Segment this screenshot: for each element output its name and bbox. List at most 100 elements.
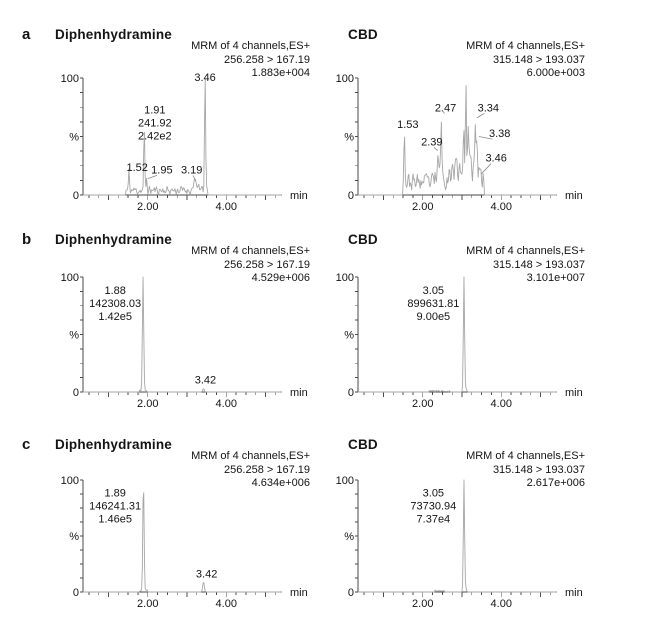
annotation-line: MRM of 4 channels,ES+ [466, 40, 585, 52]
panel-b-cbd: CBD MRM of 4 channels,ES+ 315.148 > 193.… [325, 223, 595, 425]
svg-text:3.46: 3.46 [485, 153, 506, 165]
panel-title: Diphenhydramine [55, 27, 173, 42]
svg-text:100: 100 [61, 475, 79, 487]
svg-text:0: 0 [348, 387, 354, 399]
annotation-line: 315.148 > 193.037 [492, 53, 585, 66]
annotation-line: MRM of 4 channels,ES+ [191, 450, 310, 462]
svg-text:%: % [344, 531, 354, 543]
svg-text:1.88: 1.88 [104, 285, 125, 297]
svg-text:%: % [69, 132, 79, 144]
mrm-annotation: MRM of 4 channels,ES+ 315.148 > 193.037 … [466, 245, 585, 286]
svg-text:2.00: 2.00 [412, 398, 433, 410]
svg-text:2.00: 2.00 [137, 201, 158, 213]
row-letter-b: b [22, 231, 32, 248]
svg-text:3.19: 3.19 [181, 164, 202, 176]
svg-text:100: 100 [336, 272, 354, 284]
svg-text:3.42: 3.42 [196, 568, 217, 580]
svg-text:%: % [69, 330, 79, 342]
svg-text:100: 100 [61, 73, 79, 85]
svg-text:4.00: 4.00 [216, 201, 237, 213]
annotation-line: MRM of 4 channels,ES+ [191, 245, 310, 257]
annotation-line: 3.101e+007 [526, 272, 585, 284]
svg-text:min: min [290, 190, 308, 202]
panel-title: Diphenhydramine [55, 437, 173, 452]
panel-title: CBD [348, 437, 378, 452]
annotation-line: 6.000e+003 [526, 67, 585, 79]
panel-a-cbd: CBD MRM of 4 channels,ES+ 315.148 > 193.… [325, 18, 595, 220]
mrm-annotation: MRM of 4 channels,ES+ 256.258 > 167.19 1… [191, 40, 310, 81]
svg-text:899631.81: 899631.81 [407, 298, 459, 310]
mrm-annotation: MRM of 4 channels,ES+ 256.258 > 167.19 4… [191, 450, 310, 491]
svg-text:3.38: 3.38 [489, 128, 510, 140]
svg-text:4.00: 4.00 [216, 598, 237, 610]
svg-text:min: min [565, 387, 583, 399]
annotation-line: 4.529e+006 [251, 272, 310, 284]
svg-text:100: 100 [61, 272, 79, 284]
annotation-line: 315.148 > 193.037 [492, 463, 585, 476]
svg-text:2.00: 2.00 [412, 201, 433, 213]
svg-text:241.92: 241.92 [138, 118, 172, 130]
svg-text:146241.31: 146241.31 [89, 501, 141, 513]
svg-text:min: min [290, 587, 308, 599]
annotation-line: MRM of 4 channels,ES+ [466, 245, 585, 257]
svg-text:3.46: 3.46 [194, 72, 215, 84]
svg-text:2.39: 2.39 [421, 136, 442, 148]
svg-text:3.42: 3.42 [195, 375, 216, 387]
svg-text:%: % [344, 330, 354, 342]
svg-text:100: 100 [336, 475, 354, 487]
svg-text:2.00: 2.00 [137, 398, 158, 410]
svg-text:4.00: 4.00 [491, 398, 512, 410]
panel-title: CBD [348, 27, 378, 42]
svg-text:0: 0 [73, 387, 79, 399]
annotation-line: MRM of 4 channels,ES+ [466, 450, 585, 462]
svg-text:2.42e2: 2.42e2 [138, 131, 172, 143]
svg-text:min: min [565, 587, 583, 599]
panel-title: Diphenhydramine [55, 232, 173, 247]
svg-text:1.46e5: 1.46e5 [98, 514, 132, 526]
annotation-line: 256.258 > 167.19 [224, 463, 310, 476]
svg-text:2.00: 2.00 [412, 598, 433, 610]
mrm-annotation: MRM of 4 channels,ES+ 256.258 > 167.19 4… [191, 245, 310, 286]
svg-text:1.95: 1.95 [151, 164, 172, 176]
annotation-line: 256.258 > 167.19 [224, 53, 310, 66]
mrm-annotation: MRM of 4 channels,ES+ 315.148 > 193.037 … [466, 40, 585, 81]
svg-text:1.91: 1.91 [144, 105, 165, 117]
svg-text:1.42e5: 1.42e5 [98, 311, 132, 323]
svg-text:4.00: 4.00 [216, 398, 237, 410]
svg-text:0: 0 [348, 190, 354, 202]
svg-text:1.89: 1.89 [104, 488, 125, 500]
svg-text:3.05: 3.05 [423, 285, 444, 297]
svg-text:0: 0 [73, 190, 79, 202]
annotation-line: 1.883e+004 [251, 67, 310, 79]
svg-text:7.37e4: 7.37e4 [417, 514, 451, 526]
svg-text:9.00e5: 9.00e5 [417, 311, 451, 323]
svg-text:73730.94: 73730.94 [410, 501, 456, 513]
svg-text:1.53: 1.53 [397, 119, 418, 131]
row-letter-c: c [22, 436, 31, 453]
svg-text:4.00: 4.00 [491, 598, 512, 610]
panel-c-diphenhydramine: c Diphenhydramine MRM of 4 channels,ES+ … [10, 428, 320, 630]
annotation-line: 2.617e+006 [526, 477, 585, 489]
annotation-line: MRM of 4 channels,ES+ [191, 40, 310, 52]
svg-text:0: 0 [348, 587, 354, 599]
svg-text:142308.03: 142308.03 [89, 298, 141, 310]
svg-text:min: min [565, 190, 583, 202]
svg-text:1.52: 1.52 [126, 162, 147, 174]
svg-text:0: 0 [73, 587, 79, 599]
svg-text:3.05: 3.05 [423, 488, 444, 500]
svg-text:%: % [69, 531, 79, 543]
svg-text:min: min [290, 387, 308, 399]
svg-text:2.47: 2.47 [435, 102, 456, 114]
svg-text:3.34: 3.34 [478, 102, 499, 114]
annotation-line: 315.148 > 193.037 [492, 258, 585, 271]
svg-text:%: % [344, 132, 354, 144]
chromatogram-plot: 100 0% 2.00 4.00 min 1.532.39 2.47 3.34 3.38 3.46 [336, 73, 583, 213]
svg-text:100: 100 [336, 73, 354, 85]
panel-c-cbd: CBD MRM of 4 channels,ES+ 315.148 > 193.… [325, 428, 595, 630]
